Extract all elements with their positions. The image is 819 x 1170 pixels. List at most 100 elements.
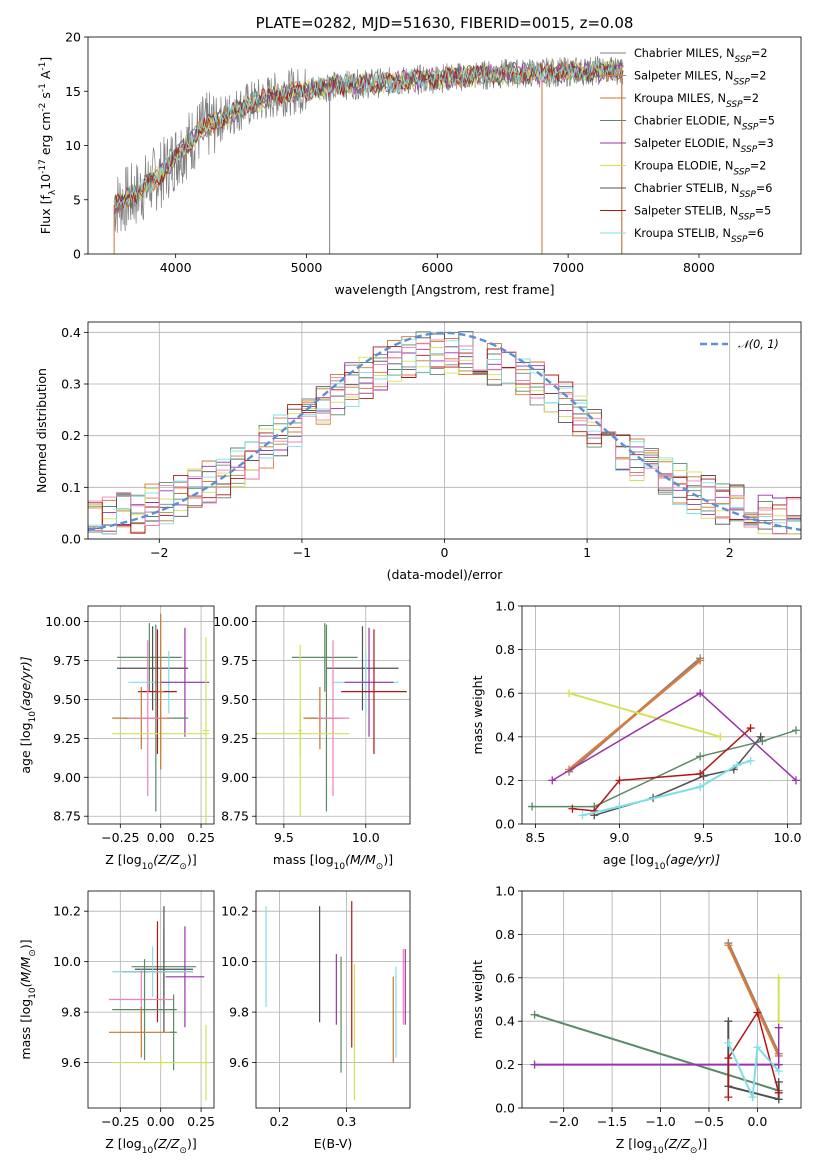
label-part: E(B-V) xyxy=(314,1136,353,1151)
legend-series-name: Chabrier ELODIE, xyxy=(634,115,733,128)
label-part: -1 xyxy=(38,62,48,71)
legend-nssp-value: =2 xyxy=(750,70,767,83)
x-axis-label: mass [log10(M/M⊙)] xyxy=(273,852,393,872)
x-tick-label: −0.5 xyxy=(694,1114,724,1129)
axes-frame xyxy=(87,321,802,540)
legend-entry-2: Kroupa MILES, NSSP=2 xyxy=(634,92,759,110)
weight-marker-7-3 xyxy=(733,761,742,770)
legend-nssp: N xyxy=(733,115,741,128)
label-part: erg cm xyxy=(38,112,53,160)
x-tick-label: 0.25 xyxy=(187,1114,215,1129)
x-tick-label: 0.25 xyxy=(187,830,215,845)
weight-marker-2-1 xyxy=(716,732,725,741)
label-part: Flux [f xyxy=(38,194,53,234)
legend-nssp-value: =2 xyxy=(751,47,768,60)
plot-area-residuals xyxy=(88,331,801,535)
weight-marker-5-0 xyxy=(724,1017,733,1026)
gaussian-curve xyxy=(88,331,801,532)
plot-area-age-vs-z xyxy=(112,613,210,824)
x-axis-label: Z [log10(Z/Z⊙)] xyxy=(105,1136,196,1156)
weight-line-6 xyxy=(572,727,752,812)
y-tick-label: 0 xyxy=(73,247,81,262)
label-part: (age/yr)] xyxy=(665,852,720,867)
axes-mass-vs-ebv: 0.2 0.3 9.6 9.8 10.0 10.2 E(B-V) xyxy=(221,890,411,1151)
weight-marker-7-4 xyxy=(746,756,755,765)
axes-residuals: −2 −1 0 1 2 0.0 0.1 0.2 0.3 0.4 𝒩(0, 1) (data-model… xyxy=(34,321,802,582)
axes-massweight-vs-z: −2.0 −1.5 −1.0 −0.5 0.0 0.0 0.2 0.4 0.6 0.8 1.0 Z [… xyxy=(470,884,802,1156)
legend-entry-1: Salpeter MILES, NSSP=2 xyxy=(634,70,766,88)
y-tick-label: 9.25 xyxy=(221,731,249,746)
legend-nssp: N xyxy=(730,205,738,218)
weight-marker-6-3 xyxy=(696,769,705,778)
y-tick-label: 9.00 xyxy=(53,770,81,785)
y-tick-label: 10.0 xyxy=(53,954,81,969)
label-part: Z [log xyxy=(616,1136,652,1151)
axes-frame xyxy=(255,605,411,825)
legend-nssp-sub: SSP xyxy=(726,100,743,110)
legend-entry-4: Salpeter ELODIE, NSSP=3 xyxy=(634,137,774,155)
x-tick-label: −0.25 xyxy=(101,830,139,845)
y-tick-label: 20 xyxy=(65,30,81,45)
label-part: )] xyxy=(187,852,197,867)
label-part: )] xyxy=(18,939,33,949)
weight-marker-1-0 xyxy=(724,941,733,950)
label-part: (age/yr)] xyxy=(18,656,33,711)
label-part: -17 xyxy=(38,159,48,174)
legend-nssp-sub: SSP xyxy=(739,190,756,200)
weight-marker-7-1 xyxy=(748,1093,757,1102)
y-tick-label: 9.6 xyxy=(61,1055,81,1070)
legend-nssp-sub: SSP xyxy=(733,78,750,88)
label-part: -2 xyxy=(38,103,48,112)
x-tick-label: 0.00 xyxy=(147,1114,175,1129)
legend-nssp-value: =5 xyxy=(758,115,775,128)
x-tick-label: −1.5 xyxy=(597,1114,627,1129)
legend-series-name: Kroupa ELODIE, xyxy=(634,160,725,173)
y-tick-label: 8.75 xyxy=(221,809,249,824)
label-part: )] xyxy=(697,1136,707,1151)
plot-area-spectrum xyxy=(113,55,624,254)
y-tick-label: 8.75 xyxy=(53,809,81,824)
label-part: )] xyxy=(187,1136,197,1151)
label-part: (Z/Z xyxy=(153,1136,180,1151)
x-tick-label: 9.0 xyxy=(610,830,630,845)
legend-nssp-sub: SSP xyxy=(731,235,748,245)
y-tick-label: 0.6 xyxy=(495,686,515,701)
y-tick-label: 9.6 xyxy=(229,1055,249,1070)
weight-marker-2-0 xyxy=(565,689,574,698)
label-part: 10 xyxy=(142,1146,154,1156)
y-tick-label: 9.50 xyxy=(53,692,81,707)
legend-entry-8: Kroupa STELIB, NSSP=6 xyxy=(634,227,764,245)
label-part: 10 xyxy=(38,174,53,190)
residual-histogram-7 xyxy=(88,345,801,534)
weight-marker-4-0 xyxy=(528,802,537,811)
weight-line-1 xyxy=(568,659,701,771)
y-axis-label: mass [log10(M/M⊙)] xyxy=(18,939,38,1059)
y-tick-label: 0.3 xyxy=(61,377,81,392)
y-tick-label: 0.2 xyxy=(61,428,81,443)
x-axis-label: (data-model)/error xyxy=(387,567,504,582)
weight-line-1 xyxy=(727,944,780,1057)
x-tick-label: 0.00 xyxy=(147,830,175,845)
y-tick-label: 15 xyxy=(65,84,81,99)
label-part: ⊙ xyxy=(690,1146,698,1156)
label-part: Z [log xyxy=(105,1136,141,1151)
legend-nssp-value: =2 xyxy=(743,92,760,105)
axes-frame xyxy=(87,605,215,825)
label-part: -1 xyxy=(38,83,48,92)
y-axis-label-group: mass [log10(M/M⊙)] xyxy=(18,939,38,1059)
label-part: ⊙ xyxy=(179,1146,187,1156)
y-tick-label: 0.0 xyxy=(61,532,81,547)
weight-marker-6-1 xyxy=(724,1054,733,1063)
x-axis-label: E(B-V) xyxy=(314,1136,353,1151)
axes-age-vs-z: −0.25 0.00 0.25 8.75 9.00 9.25 9.50 9.75 10.00 Z … xyxy=(18,605,215,872)
x-tick-label: −1 xyxy=(293,545,311,560)
weight-line-2 xyxy=(568,692,721,738)
y-axis-label: Flux [fλ10-17 erg cm-2 s-1 A-1] xyxy=(38,57,58,235)
legend-entry-6: Chabrier STELIB, NSSP=6 xyxy=(634,182,772,200)
label-part: A xyxy=(38,70,53,83)
axes-frame xyxy=(521,890,802,1109)
label-part: s xyxy=(38,92,53,103)
weight-marker-4-2 xyxy=(696,752,705,761)
legend-nssp-value: =6 xyxy=(747,227,764,240)
legend-nssp: N xyxy=(718,92,726,105)
